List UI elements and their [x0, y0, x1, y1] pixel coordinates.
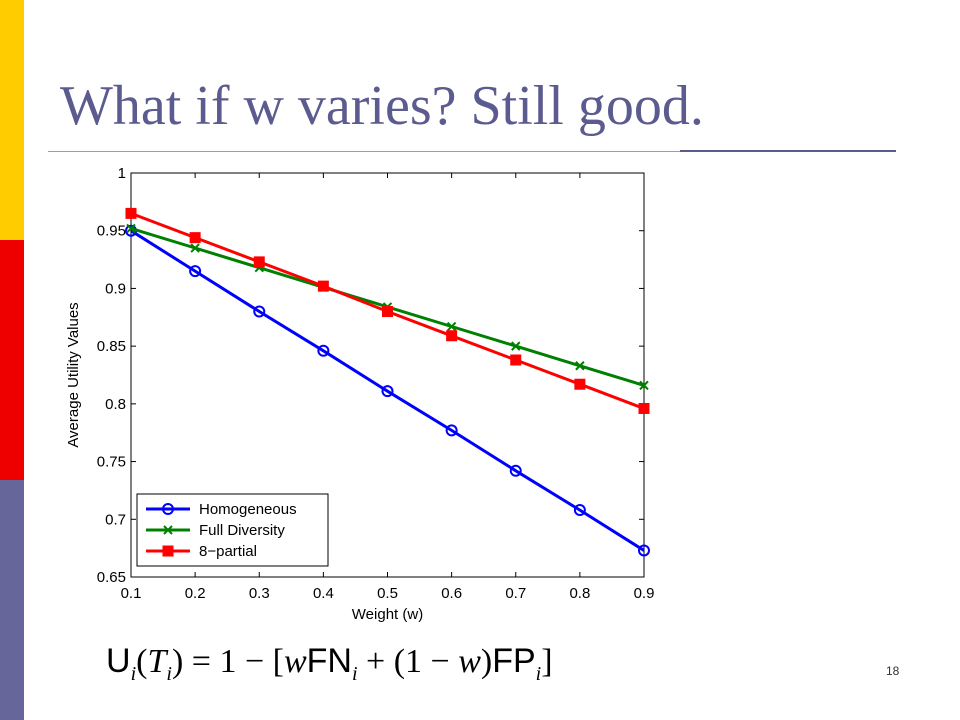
formula-fn: FN — [306, 642, 352, 680]
data-point-full-diversity — [511, 341, 521, 351]
formula-fn-sub: i — [351, 662, 358, 685]
data-point-full-diversity — [190, 243, 200, 253]
formula-one: 1 — [219, 643, 237, 680]
title-underline-accent — [680, 150, 896, 152]
formula-w1: w — [283, 643, 307, 680]
x-tick-label: 0.9 — [634, 585, 655, 602]
data-point-homogeneous — [573, 504, 586, 517]
data-point-8-partial — [317, 280, 329, 292]
x-tick-label: 0.7 — [505, 585, 526, 602]
y-tick-label: 0.85 — [97, 338, 126, 355]
formula-t-sub: i — [166, 662, 172, 685]
y-tick-label: 0.75 — [97, 454, 126, 471]
x-tick-label: 0.4 — [313, 585, 334, 602]
legend-label-full-diversity: Full Diversity — [199, 522, 285, 539]
data-point-homogeneous — [381, 385, 394, 398]
x-tick-label: 0.8 — [569, 585, 590, 602]
page-number: 18 — [886, 664, 900, 678]
legend-label-8-partial: 8−partial — [199, 543, 257, 560]
data-point-homogeneous — [509, 464, 522, 477]
x-tick-label: 0.1 — [121, 585, 142, 602]
legend-marker-homogeneous — [162, 503, 174, 515]
slide-title: What if w varies? Still good. — [60, 75, 704, 137]
formula-w2: w — [458, 643, 481, 680]
x-axis-label: Weight (w) — [352, 606, 423, 623]
formula-fp: FP — [492, 642, 536, 680]
data-point-8-partial — [446, 330, 458, 342]
data-point-8-partial — [253, 256, 265, 268]
x-tick-label: 0.5 — [377, 585, 398, 602]
x-tick-label: 0.3 — [249, 585, 270, 602]
series-line-homogeneous — [130, 229, 645, 552]
data-point-8-partial — [638, 402, 650, 414]
y-tick-label: 0.7 — [105, 511, 126, 528]
data-point-full-diversity — [575, 361, 585, 371]
legend-marker-full-diversity — [163, 525, 173, 535]
data-point-full-diversity — [639, 380, 649, 391]
y-tick-label: 0.65 — [97, 569, 126, 586]
x-tick-label: 0.6 — [441, 585, 462, 602]
data-point-8-partial — [125, 207, 137, 219]
accent-bar-yellow — [0, 0, 24, 240]
legend-marker-8-partial — [162, 545, 174, 557]
y-tick-label: 0.9 — [105, 280, 126, 297]
accent-bar-red — [0, 240, 24, 480]
data-point-8-partial — [574, 378, 586, 390]
data-point-full-diversity — [126, 223, 136, 234]
data-point-homogeneous — [253, 305, 266, 318]
y-tick-label: 1 — [118, 165, 126, 182]
y-tick-label: 0.95 — [97, 223, 126, 240]
formula-t: T — [147, 643, 167, 680]
utility-formula: Ui(Ti) = 1 − [wFNi + (1 − w)FPi] — [106, 642, 553, 685]
data-point-homogeneous — [445, 424, 458, 437]
data-point-8-partial — [510, 354, 522, 366]
formula-fp-sub: i — [535, 662, 542, 685]
data-point-full-diversity — [446, 321, 457, 332]
x-tick-label: 0.2 — [185, 585, 206, 602]
data-point-homogeneous — [317, 344, 330, 357]
formula-u-sub: i — [130, 662, 137, 685]
data-point-homogeneous — [189, 265, 202, 278]
formula-u: U — [106, 642, 131, 680]
data-point-8-partial — [189, 232, 201, 244]
data-point-8-partial — [382, 306, 393, 318]
accent-bar-purple — [0, 480, 24, 720]
legend-label-homogeneous: Homogeneous — [199, 501, 297, 518]
y-tick-label: 0.8 — [105, 396, 126, 413]
data-point-homogeneous — [638, 544, 650, 557]
y-axis-label: Average Utility Values — [65, 302, 82, 447]
title-underline — [48, 151, 896, 152]
